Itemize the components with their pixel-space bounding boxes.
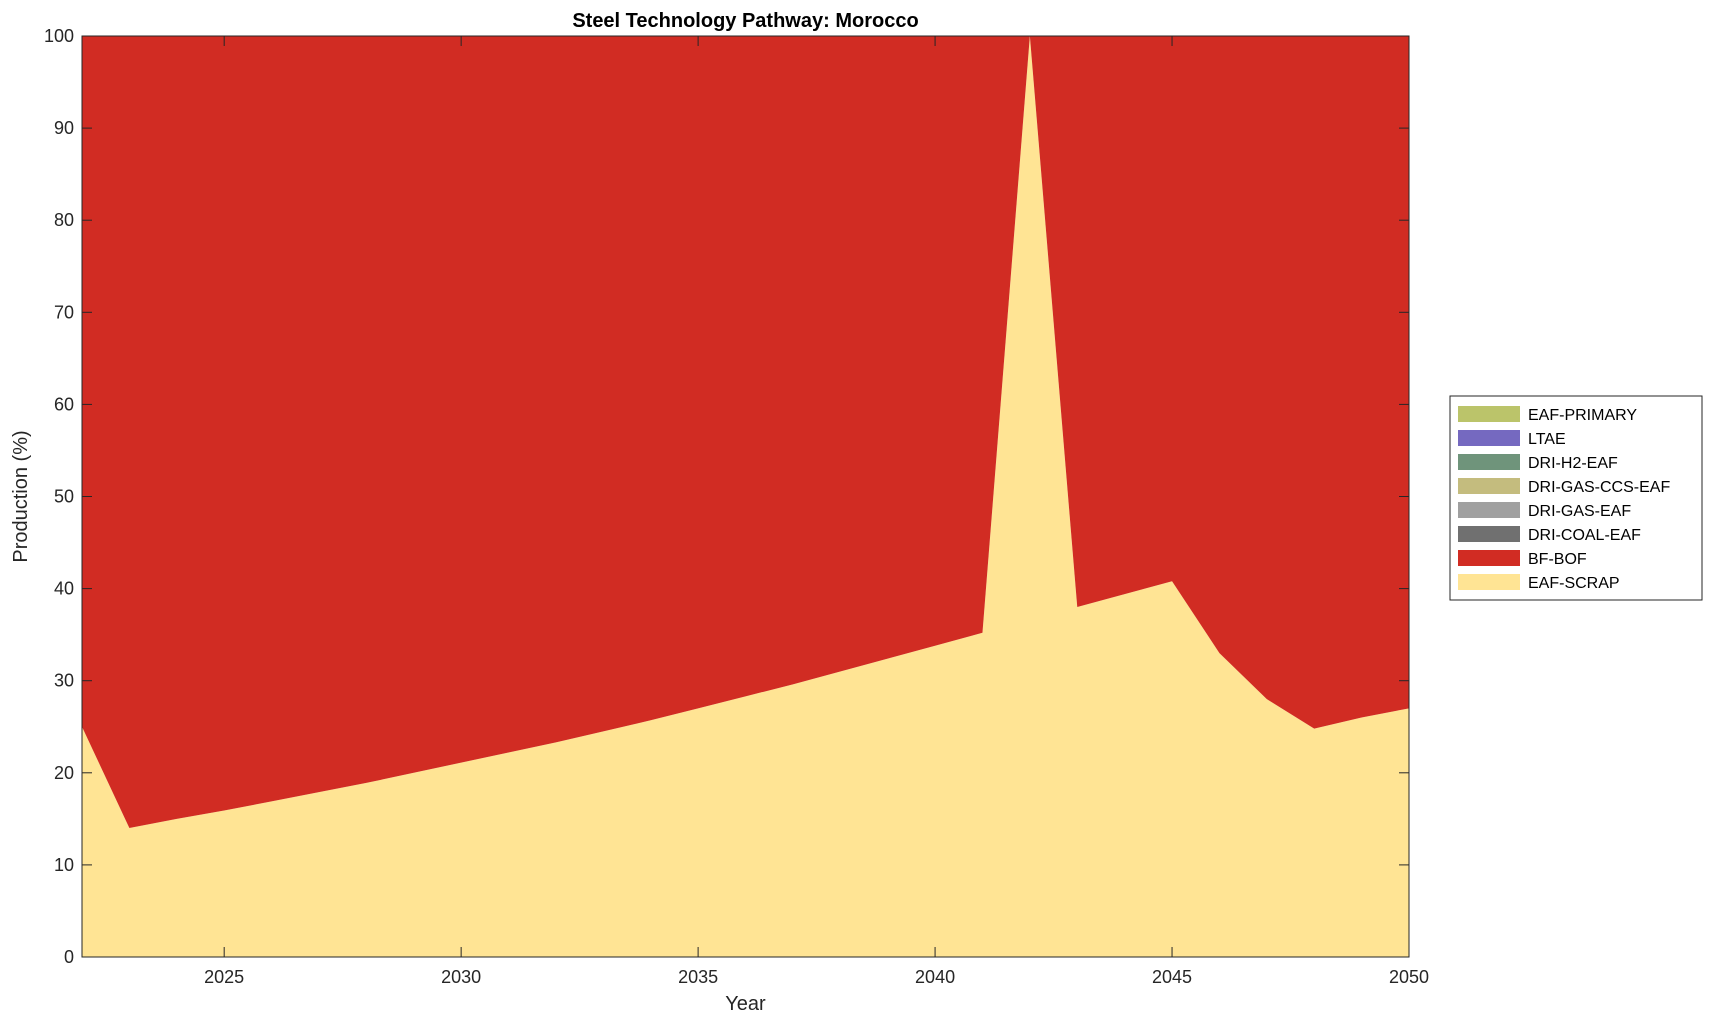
legend-swatch-dri-gas-ccs-eaf <box>1458 478 1520 494</box>
legend-swatch-dri-coal-eaf <box>1458 526 1520 542</box>
x-tick-label: 2045 <box>1152 967 1192 987</box>
legend-swatch-bf-bof <box>1458 550 1520 566</box>
x-tick-label: 2030 <box>441 967 481 987</box>
y-tick-label: 100 <box>44 26 74 46</box>
y-tick-label: 30 <box>54 671 74 691</box>
y-tick-label: 40 <box>54 579 74 599</box>
x-tick-label: 2035 <box>678 967 718 987</box>
chart-title: Steel Technology Pathway: Morocco <box>572 10 918 32</box>
legend: EAF-PRIMARY LTAE DRI-H2-EAF DRI-GAS-CCS-EAF… <box>1449 395 1703 601</box>
legend-label-dri-coal-eaf: DRI-COAL-EAF <box>1528 527 1641 544</box>
legend-swatch-eaf-primary <box>1458 406 1520 422</box>
x-tick-label: 2050 <box>1389 967 1429 987</box>
legend-swatch-dri-h2-eaf <box>1458 454 1520 470</box>
legend-swatch-dri-gas-eaf <box>1458 502 1520 518</box>
legend-swatch-ltae <box>1458 430 1520 446</box>
axis-ticks: 2025 2030 2035 2040 2045 20500102030405060708… <box>44 26 1429 987</box>
y-tick-label: 20 <box>54 763 74 783</box>
legend-swatch-eaf-scrap <box>1458 574 1520 590</box>
y-tick-label: 90 <box>54 118 74 138</box>
x-tick-label: 2025 <box>204 967 244 987</box>
legend-label-bf-bof: BF-BOF <box>1528 551 1587 568</box>
legend-label-ltae: LTAE <box>1528 431 1566 448</box>
y-axis-title: Production (%) <box>10 430 32 562</box>
legend-label-dri-h2-eaf: DRI-H2-EAF <box>1528 455 1618 472</box>
area-bf-bof <box>82 36 1409 829</box>
area-eaf-scrap <box>82 36 1409 957</box>
legend-box <box>1449 395 1703 601</box>
legend-label-eaf-primary: EAF-PRIMARY <box>1528 407 1637 424</box>
y-tick-label: 80 <box>54 210 74 230</box>
x-tick-label: 2040 <box>915 967 955 987</box>
y-tick-label: 70 <box>54 302 74 322</box>
legend-label-dri-gas-ccs-eaf: DRI-GAS-CCS-EAF <box>1528 479 1670 496</box>
y-tick-label: 50 <box>54 487 74 507</box>
x-axis-title: Year <box>725 993 766 1015</box>
y-tick-label: 0 <box>64 947 74 967</box>
legend-label-dri-gas-eaf: DRI-GAS-EAF <box>1528 503 1631 520</box>
series-areas <box>82 36 1409 957</box>
y-tick-label: 10 <box>54 855 74 875</box>
legend-label-eaf-scrap: EAF-SCRAP <box>1528 575 1620 592</box>
y-tick-label: 60 <box>54 394 74 414</box>
